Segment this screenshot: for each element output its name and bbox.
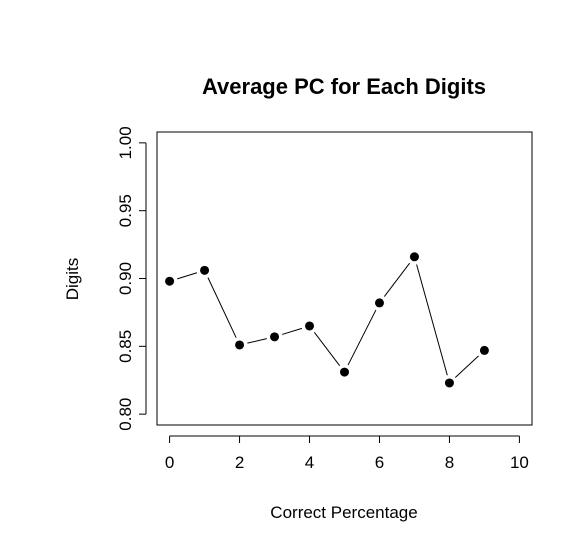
y-tick-label: 0.90 [116,262,135,295]
x-axis: 0 2 4 6 8 10 [165,435,529,472]
line-segment [313,332,341,367]
data-point [200,265,210,275]
data-point [374,298,384,308]
data-point [165,276,175,286]
line-segment [347,309,377,366]
line-segment [383,262,411,297]
y-tick-label: 0.85 [116,330,135,363]
y-tick-label: 0.95 [116,194,135,227]
x-tick-label: 4 [305,453,314,472]
data-point [305,321,315,331]
y-tick-label: 0.80 [116,398,135,431]
y-tick-label: 1.00 [116,126,135,159]
data-point [270,332,280,342]
y-axis: 0.80 0.85 0.90 0.95 1.00 [116,126,147,431]
x-tick-label: 10 [510,453,529,472]
chart-title: Average PC for Each Digits [202,74,486,99]
data-point [479,345,489,355]
line-segment [416,264,448,376]
plot-area [156,131,533,426]
line-segment [454,355,479,378]
x-tick-label: 0 [165,453,174,472]
y-axis-label: Digits [63,258,82,301]
line-segment [282,327,303,335]
x-tick-label: 6 [375,453,384,472]
data-point [235,340,245,350]
line-segment [207,277,237,338]
x-tick-label: 2 [235,453,244,472]
data-point [340,367,349,377]
data-point [444,378,454,388]
data-point [409,252,419,262]
line-segment [247,338,267,344]
line-segment [177,272,198,280]
series-points [165,252,489,388]
x-axis-label: Correct Percentage [270,503,417,522]
series-line [177,262,479,378]
x-tick-label: 8 [445,453,454,472]
